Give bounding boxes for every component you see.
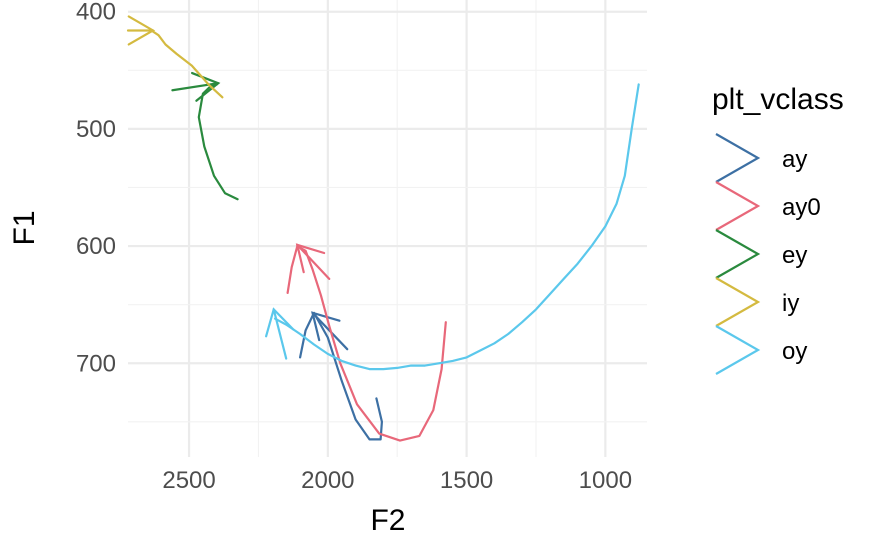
legend-key-iy <box>715 277 761 327</box>
series-iy <box>126 15 224 99</box>
legend-item-ay0: ay0 <box>715 181 821 231</box>
series-arrow-shaft-ay0 <box>296 243 331 280</box>
y-tick-label: 500 <box>76 116 116 143</box>
series-layer <box>126 15 640 442</box>
legend-item-iy: iy <box>715 277 799 327</box>
series-ay0 <box>286 243 447 442</box>
y-tick-label: 400 <box>76 0 116 26</box>
legend-item-ey: ey <box>715 229 807 279</box>
legend: plt_vclass ay ay0 ey iy oy <box>712 83 844 375</box>
series-arrowhead-iy <box>127 15 156 46</box>
legend-title: plt_vclass <box>712 83 844 116</box>
x-tick-label: 2000 <box>301 467 354 494</box>
legend-key-oy <box>715 325 761 375</box>
x-axis-title: F2 <box>370 504 405 535</box>
legend-label-ay: ay <box>782 146 807 173</box>
y-tick-label: 700 <box>76 350 116 377</box>
series-line-oy <box>274 83 640 371</box>
legend-label-ey: ey <box>782 242 807 269</box>
x-tick-label: 1500 <box>440 467 493 494</box>
series-arrow-shaft-oy <box>272 308 288 360</box>
legend-label-ay0: ay0 <box>782 194 821 221</box>
series-arrowhead-ay0 <box>295 243 326 274</box>
grid <box>128 0 647 457</box>
series-arrowhead-oy <box>265 307 295 338</box>
legend-label-oy: oy <box>782 338 807 365</box>
x-tick-label: 2500 <box>162 467 215 494</box>
legend-label-iy: iy <box>782 290 799 317</box>
legend-item-ay: ay <box>715 133 807 183</box>
x-tick-label: 1000 <box>579 467 632 494</box>
series-oy <box>265 83 640 371</box>
series-line-ay <box>299 311 383 441</box>
y-tick-label: 600 <box>76 233 116 260</box>
y-axis-ticks: 400 500 600 700 <box>76 0 116 377</box>
series-arrowhead-ay <box>311 311 341 342</box>
series-arrow-shaft-ey <box>171 82 220 92</box>
x-axis-ticks: 2500 2000 1500 1000 <box>162 467 632 494</box>
legend-key-ey <box>715 229 761 279</box>
legend-item-oy: oy <box>715 325 807 375</box>
series-line-iy <box>151 30 224 99</box>
legend-key-ay0 <box>715 181 761 231</box>
legend-key-ay <box>715 133 761 183</box>
y-axis-title: F1 <box>8 210 41 245</box>
